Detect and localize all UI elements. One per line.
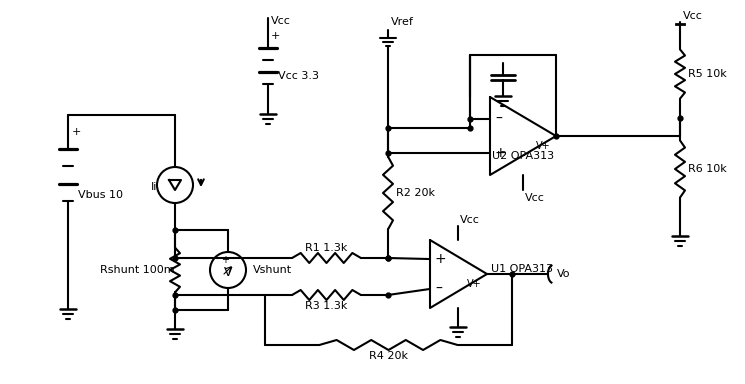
- Text: +: +: [221, 255, 229, 265]
- Text: U2 OPA313: U2 OPA313: [492, 151, 554, 161]
- Text: +: +: [435, 252, 446, 266]
- Text: R3 1.3k: R3 1.3k: [305, 301, 348, 311]
- Text: V+: V+: [467, 279, 481, 289]
- Text: Vcc: Vcc: [683, 11, 703, 21]
- Text: –: –: [495, 112, 502, 126]
- Text: Vshunt: Vshunt: [253, 265, 292, 275]
- Text: Vcc: Vcc: [271, 16, 291, 26]
- Text: –: –: [435, 282, 442, 296]
- Text: V+: V+: [536, 141, 551, 151]
- Text: U1 OPA313: U1 OPA313: [491, 264, 553, 274]
- Text: Vo: Vo: [557, 269, 571, 279]
- Text: Vbus 10: Vbus 10: [78, 190, 123, 200]
- Text: R2 20k: R2 20k: [396, 188, 435, 198]
- Text: Ii: Ii: [150, 182, 157, 192]
- Text: Rshunt 100m: Rshunt 100m: [100, 265, 174, 275]
- Text: R4 20k: R4 20k: [369, 351, 408, 361]
- Text: Vcc: Vcc: [460, 215, 480, 225]
- Text: +: +: [271, 31, 280, 41]
- Text: R6 10k: R6 10k: [688, 164, 727, 174]
- Text: Vref: Vref: [391, 17, 414, 27]
- Text: +: +: [72, 127, 81, 137]
- Text: Vcc 3.3: Vcc 3.3: [278, 71, 319, 81]
- Text: +: +: [495, 146, 507, 160]
- Text: Vcc: Vcc: [525, 193, 545, 203]
- Text: R1 1.3k: R1 1.3k: [305, 243, 348, 253]
- Text: R5 10k: R5 10k: [688, 69, 727, 79]
- Text: V: V: [224, 265, 232, 278]
